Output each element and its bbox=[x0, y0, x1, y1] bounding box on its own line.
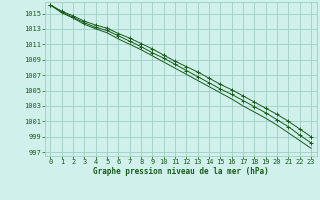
X-axis label: Graphe pression niveau de la mer (hPa): Graphe pression niveau de la mer (hPa) bbox=[93, 167, 269, 176]
